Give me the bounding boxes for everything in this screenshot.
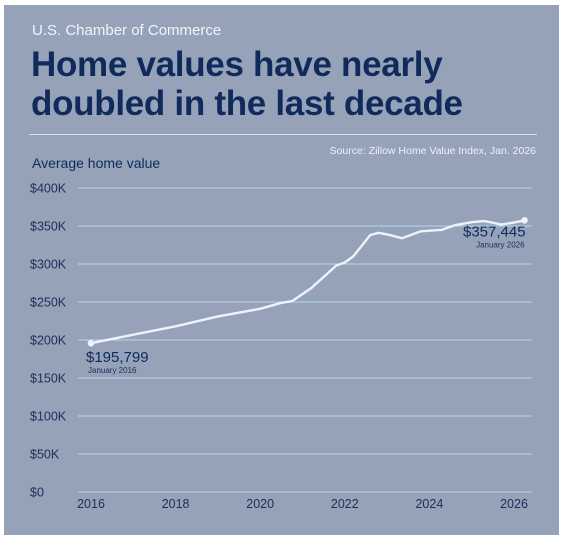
publisher-name: U.S. Chamber of Commerce — [32, 22, 222, 39]
data-point-marker — [87, 339, 95, 347]
date-label: January 2026 — [476, 240, 525, 249]
x-tick-label: 2024 — [415, 497, 443, 511]
y-tick-label: $150K — [30, 372, 67, 386]
y-tick-label: $0 — [30, 486, 44, 500]
x-tick-label: 2018 — [162, 497, 190, 511]
x-tick-label: 2020 — [246, 497, 274, 511]
header-divider — [29, 134, 537, 135]
x-tick-label: 2026 — [500, 497, 528, 511]
value-label: $195,799 — [86, 349, 149, 366]
data-point-marker — [521, 217, 528, 224]
y-tick-label: $50K — [30, 448, 60, 462]
home-value-line — [89, 219, 526, 345]
y-tick-label: $400K — [30, 182, 67, 196]
y-axis-title: Average home value — [32, 155, 161, 171]
chart-card: U.S. Chamber of Commerce Home values hav… — [4, 5, 559, 535]
y-tick-label: $350K — [30, 220, 67, 234]
y-tick-label: $300K — [30, 258, 67, 272]
value-label: $357,445 — [463, 223, 526, 240]
chart-headline: Home values have nearly doubled in the l… — [31, 45, 463, 123]
y-tick-label: $250K — [30, 296, 67, 310]
y-tick-label: $200K — [30, 334, 67, 348]
line-chart: $0 $50K $100K $150K $200K $250K $300K $350K $400… — [30, 182, 532, 511]
x-tick-label: 2022 — [331, 497, 359, 511]
x-tick-label: 2016 — [77, 497, 105, 511]
source-note: Source: Zillow Home Value Index, Jan. 20… — [329, 145, 536, 157]
date-label: January 2016 — [88, 366, 137, 375]
y-tick-label: $100K — [30, 410, 67, 424]
